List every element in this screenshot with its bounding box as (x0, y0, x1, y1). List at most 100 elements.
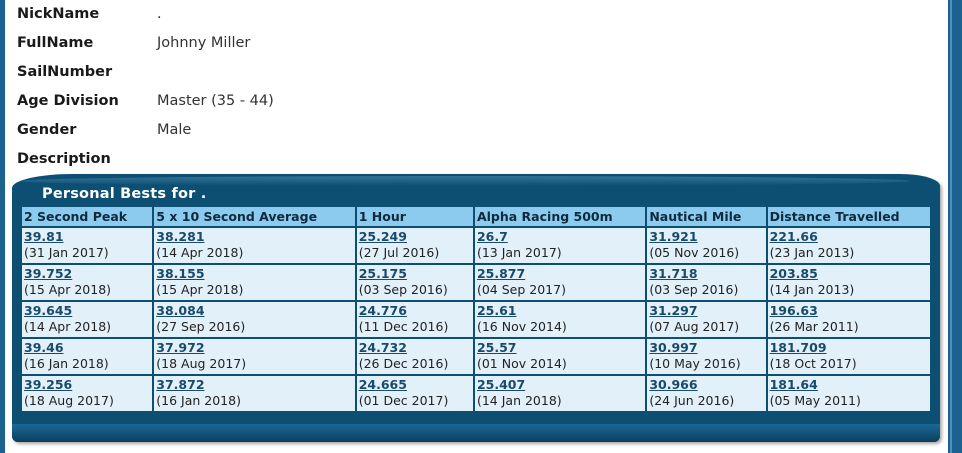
column-header: 2 Second Peak (22, 207, 153, 226)
table-header-row: 2 Second Peak 5 x 10 Second Average 1 Ho… (22, 207, 930, 226)
pb-date: (01 Nov 2014) (476, 356, 567, 371)
pb-value-link[interactable]: 39.645 (24, 303, 73, 318)
left-border (0, 0, 5, 453)
pb-date: (10 May 2016) (649, 356, 741, 371)
table-row: 39.46 (16 Jan 2018) 37.972 (18 Aug 2017) 2… (22, 339, 930, 374)
pb-date: (18 Oct 2017) (769, 356, 857, 371)
pb-value-link[interactable]: 39.46 (24, 340, 64, 355)
pb-date: (31 Jan 2017) (24, 245, 109, 260)
pb-date: (16 Jan 2018) (24, 356, 109, 371)
field-label: NickName (17, 6, 100, 22)
column-header: Distance Travelled (767, 207, 930, 226)
pb-value-link[interactable]: 38.281 (156, 229, 205, 244)
pb-value-link[interactable]: 24.776 (358, 303, 407, 318)
field-value: Johnny Miller (157, 34, 251, 51)
table-row: 39.256 (18 Aug 2017) 37.872 (16 Jan 2018) … (22, 376, 930, 411)
pb-value-link[interactable]: 25.175 (358, 266, 407, 281)
pb-value-link[interactable]: 25.877 (476, 266, 526, 281)
pb-value-link[interactable]: 31.297 (649, 303, 698, 318)
pb-date: (03 Sep 2016) (358, 282, 448, 297)
pb-value-link[interactable]: 38.155 (156, 266, 205, 281)
table-row: 39.81 (31 Jan 2017) 38.281 (14 Apr 2018) 2… (22, 228, 930, 263)
table-cell: 25.175 (03 Sep 2016) (356, 265, 473, 300)
table-cell: 39.46 (16 Jan 2018) (22, 339, 153, 374)
pb-date: (15 Apr 2018) (24, 282, 112, 297)
table-cell: 31.297 (07 Aug 2017) (647, 302, 766, 337)
pb-date: (14 Jan 2013) (769, 282, 855, 297)
table-cell: 31.921 (05 Nov 2016) (647, 228, 766, 263)
profile-row-fullname: FullName Johnny Miller (17, 28, 274, 57)
pb-date: (18 Aug 2017) (156, 356, 247, 371)
profile-row-description: Description (17, 144, 274, 173)
pb-value-link[interactable]: 25.61 (476, 303, 517, 318)
table-row: 39.645 (14 Apr 2018) 38.084 (27 Sep 2016) … (22, 302, 930, 337)
pb-value-link[interactable]: 181.64 (769, 377, 818, 392)
pb-date: (16 Jan 2018) (156, 393, 241, 408)
pb-date: (05 Nov 2016) (649, 245, 740, 260)
profile-info: NickName . FullName Johnny Miller SailNu… (17, 0, 274, 173)
pb-value-link[interactable]: 24.665 (358, 377, 407, 392)
pb-date: (27 Jul 2016) (358, 245, 440, 260)
profile-row-age-division: Age Division Master (35 - 44) (17, 86, 274, 115)
pb-date: (04 Sep 2017) (476, 282, 566, 297)
field-value: . (157, 6, 162, 22)
pb-date: (15 Apr 2018) (156, 282, 244, 297)
column-header: 5 x 10 Second Average (154, 207, 355, 226)
table-cell: 196.63 (26 Mar 2011) (767, 302, 930, 337)
pb-value-link[interactable]: 37.972 (156, 340, 205, 355)
pb-value-link[interactable]: 25.57 (476, 340, 517, 355)
pb-date: (07 Aug 2017) (649, 319, 740, 334)
profile-row-nickname: NickName . (17, 0, 274, 28)
personal-bests-panel: Personal Bests for . 2 Second Peak 5 x 1… (12, 174, 940, 442)
table-cell: 31.718 (03 Sep 2016) (647, 265, 766, 300)
pb-date: (26 Dec 2016) (358, 356, 449, 371)
pb-value-link[interactable]: 38.084 (156, 303, 205, 318)
table-cell: 39.752 (15 Apr 2018) (22, 265, 153, 300)
table-cell: 38.281 (14 Apr 2018) (154, 228, 355, 263)
pb-date: (16 Nov 2014) (476, 319, 567, 334)
table-cell: 39.256 (18 Aug 2017) (22, 376, 153, 411)
table-cell: 24.732 (26 Dec 2016) (356, 339, 473, 374)
table-cell: 181.64 (05 May 2011) (767, 376, 930, 411)
pb-value-link[interactable]: 39.752 (24, 266, 73, 281)
pb-value-link[interactable]: 31.921 (649, 229, 698, 244)
table-cell: 24.776 (11 Dec 2016) (356, 302, 473, 337)
column-header: Alpha Racing 500m (474, 207, 646, 226)
pb-value-link[interactable]: 203.85 (769, 266, 818, 281)
pb-value-link[interactable]: 221.66 (769, 229, 818, 244)
table-cell: 39.81 (31 Jan 2017) (22, 228, 153, 263)
pb-value-link[interactable]: 25.249 (358, 229, 407, 244)
table-cell: 37.972 (18 Aug 2017) (154, 339, 355, 374)
pb-value-link[interactable]: 30.966 (649, 377, 698, 392)
table-cell: 37.872 (16 Jan 2018) (154, 376, 355, 411)
table-cell: 24.665 (01 Dec 2017) (356, 376, 473, 411)
pb-date: (14 Apr 2018) (156, 245, 244, 260)
pb-value-link[interactable]: 24.732 (358, 340, 407, 355)
pb-value-link[interactable]: 31.718 (649, 266, 698, 281)
field-value: Male (157, 121, 192, 138)
field-label: Age Division (17, 92, 119, 109)
personal-bests-title: Personal Bests for . (42, 186, 207, 202)
table-cell: 203.85 (14 Jan 2013) (767, 265, 930, 300)
pb-value-link[interactable]: 181.709 (769, 340, 827, 355)
pb-value-link[interactable]: 196.63 (769, 303, 818, 318)
pb-value-link[interactable]: 37.872 (156, 377, 205, 392)
table-cell: 26.7 (13 Jan 2017) (474, 228, 646, 263)
pb-date: (23 Jan 2013) (769, 245, 855, 260)
pb-date: (03 Sep 2016) (649, 282, 739, 297)
pb-value-link[interactable]: 26.7 (476, 229, 508, 244)
pb-date: (14 Apr 2018) (24, 319, 112, 334)
pb-value-link[interactable]: 30.997 (649, 340, 698, 355)
table-cell: 25.61 (16 Nov 2014) (474, 302, 646, 337)
table-cell: 39.645 (14 Apr 2018) (22, 302, 153, 337)
pb-value-link[interactable]: 39.81 (24, 229, 64, 244)
pb-value-link[interactable]: 39.256 (24, 377, 73, 392)
table-cell: 25.57 (01 Nov 2014) (474, 339, 646, 374)
field-value: Master (35 - 44) (157, 92, 274, 109)
panel-bottom-bar (12, 424, 940, 442)
pb-value-link[interactable]: 25.407 (476, 377, 526, 392)
field-label: Gender (17, 121, 77, 138)
table-cell: 221.66 (23 Jan 2013) (767, 228, 930, 263)
table-cell: 181.709 (18 Oct 2017) (767, 339, 930, 374)
